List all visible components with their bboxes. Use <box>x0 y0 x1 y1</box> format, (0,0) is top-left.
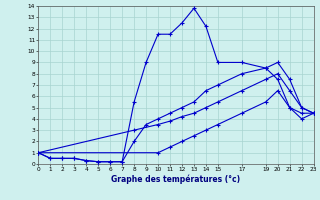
X-axis label: Graphe des températures (°c): Graphe des températures (°c) <box>111 174 241 184</box>
